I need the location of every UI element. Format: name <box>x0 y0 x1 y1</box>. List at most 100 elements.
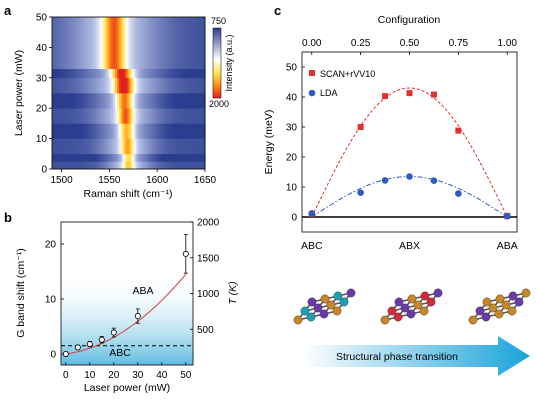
heatmap-cell <box>149 123 152 139</box>
heatmap-cell <box>199 93 202 109</box>
heatmap-cell <box>141 93 145 109</box>
heatmap-cell <box>151 161 154 170</box>
lda-point <box>406 173 413 180</box>
heatmap-cell <box>138 138 141 155</box>
heatmap-cell <box>73 17 76 69</box>
heatmap-cell <box>168 17 171 69</box>
heatmap-cell <box>157 161 160 170</box>
heatmap-cell <box>86 108 89 124</box>
heatmap-cell <box>155 93 158 109</box>
heatmap-cell <box>115 161 118 170</box>
heatmap-cell <box>95 93 99 109</box>
heatmap-cell <box>63 77 66 94</box>
heatmap-cell <box>195 108 198 124</box>
atom <box>495 294 505 304</box>
heatmap-cell <box>166 93 170 109</box>
config-label: ABX <box>399 240 420 252</box>
heatmap-cell <box>203 93 206 109</box>
heatmap-cell <box>115 17 118 69</box>
panel-b-ylabel: G band shift (cm⁻¹) <box>15 248 27 338</box>
heatmap-cell <box>172 123 175 139</box>
heatmap-cell <box>176 153 179 162</box>
heatmap-cell <box>134 17 137 69</box>
lda-point <box>455 190 462 197</box>
heatmap-cell <box>197 153 200 162</box>
heatmap-cell <box>155 153 158 162</box>
heatmap-cell <box>180 161 183 170</box>
heatmap-cell <box>139 123 143 139</box>
heatmap-cell <box>187 108 191 124</box>
heatmap-cell <box>117 161 120 170</box>
panel-c-ylabel: Energy (meV) <box>263 110 275 175</box>
heatmap-cell <box>162 77 166 94</box>
heatmap-cell <box>164 68 168 79</box>
heatmap-cell <box>143 93 147 109</box>
heatmap-cell <box>113 93 116 109</box>
heatmap-cell <box>149 108 152 124</box>
heatmap-cell <box>88 108 91 124</box>
heatmap-cell <box>180 77 183 94</box>
heatmap-cell <box>92 93 95 109</box>
heatmap-cell <box>174 161 177 170</box>
heatmap-cell <box>155 17 158 69</box>
heatmap-cell <box>197 138 200 155</box>
heatmap-cell <box>193 17 196 69</box>
heatmap-cell <box>69 123 72 139</box>
heatmap-cell <box>182 138 185 155</box>
heatmap-cell <box>99 161 103 170</box>
heatmap-cell <box>120 17 124 69</box>
heatmap-cell <box>69 17 72 69</box>
heatmap-cell <box>69 68 72 79</box>
heatmap-cell <box>155 68 158 79</box>
heatmap-cell <box>67 138 70 155</box>
heatmap-cell <box>74 138 78 155</box>
heatmap-cell <box>69 77 72 94</box>
heatmap-cell <box>134 77 137 94</box>
heatmap-cell <box>183 77 187 94</box>
heatmap-cell <box>191 161 194 170</box>
heatmap-cell <box>178 68 181 79</box>
heatmap-cell <box>115 123 118 139</box>
heatmap-cell <box>128 68 131 79</box>
heatmap-cell <box>182 153 185 162</box>
heatmap-cell <box>53 108 57 124</box>
heatmap-cell <box>134 108 137 124</box>
heatmap-cell <box>161 17 164 69</box>
heatmap-cell <box>203 77 206 94</box>
heatmap-cell <box>178 77 181 94</box>
heatmap-cell <box>113 123 116 139</box>
data-point <box>134 313 141 320</box>
heatmap-cell <box>168 93 171 109</box>
heatmap-cell <box>147 93 150 109</box>
panel-b-y2label: T (K) <box>227 281 239 304</box>
heatmap-cell <box>65 17 68 69</box>
atom <box>426 297 436 307</box>
heatmap-cell <box>84 93 87 109</box>
heatmap-cell <box>52 68 55 79</box>
x-tick-label: 1650 <box>194 175 217 186</box>
panel-letter-a: a <box>4 3 12 18</box>
heatmap-cell <box>107 108 110 124</box>
aba-region-label: ABA <box>132 285 153 297</box>
heatmap-cell <box>88 161 91 170</box>
heatmap-cell <box>76 153 80 162</box>
heatmap-cell <box>65 77 68 94</box>
heatmap-cell <box>118 68 122 79</box>
abc-region-label: ABC <box>109 347 131 359</box>
heatmap-cell <box>183 138 187 155</box>
heatmap-cell <box>57 108 61 124</box>
atom <box>507 306 517 316</box>
heatmap-cell <box>128 77 131 94</box>
heatmap-cell <box>111 161 114 170</box>
heatmap-cell <box>92 161 95 170</box>
heatmap-cell <box>94 93 97 109</box>
heatmap-cell <box>164 108 168 124</box>
heatmap-cell <box>199 108 202 124</box>
heatmap-cell <box>84 108 87 124</box>
heatmap-cell <box>170 93 173 109</box>
top-x-tick-label: 0.00 <box>302 38 322 49</box>
heatmap-cell <box>69 161 72 170</box>
heatmap-cell <box>153 138 156 155</box>
heatmap-cell <box>59 123 62 139</box>
heatmap-cell <box>95 161 99 170</box>
